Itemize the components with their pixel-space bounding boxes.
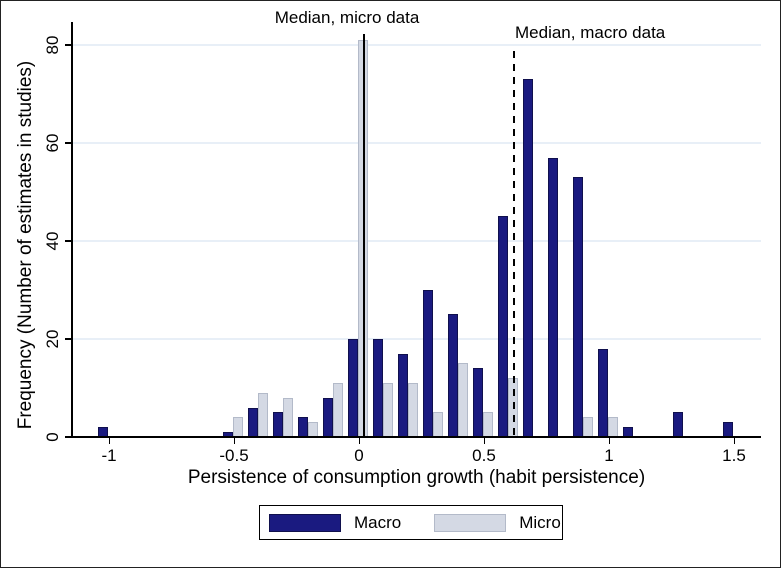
bar-macro-1.5 xyxy=(723,422,733,437)
legend-swatch-macro xyxy=(269,513,341,532)
legend: Macro Micro xyxy=(259,505,563,540)
bar-macro--0.2 xyxy=(298,417,308,437)
bar-micro--0.3 xyxy=(283,398,293,437)
bar-macro-0.6 xyxy=(498,216,508,437)
bar-macro--0.4 xyxy=(248,408,258,437)
x-axis-title: Persistence of consumption growth (habit… xyxy=(187,467,646,488)
bar-macro-0.8 xyxy=(548,158,558,437)
bar-macro-0.4 xyxy=(448,314,458,437)
x-axis-line xyxy=(71,436,761,438)
y-tick-20 xyxy=(65,338,71,340)
y-axis-title: Frequency (Number of estimates in studie… xyxy=(15,60,36,430)
y-axis-line xyxy=(71,22,73,438)
gridline-y-80 xyxy=(73,44,761,46)
x-tick-1.5 xyxy=(734,438,735,444)
bar-macro-0.3 xyxy=(423,290,433,437)
x-tick-label--0.5: -0.5 xyxy=(219,446,249,465)
y-tick-label-80: 80 xyxy=(43,35,62,55)
y-tick-label-60: 60 xyxy=(43,133,62,153)
gridline-y-40 xyxy=(73,240,761,242)
gridline-y-20 xyxy=(73,338,761,340)
median-micro-label: Median, micro data xyxy=(274,8,420,27)
y-tick-label-40: 40 xyxy=(43,231,62,251)
y-tick-0 xyxy=(65,436,71,438)
x-tick-label-0: 0 xyxy=(354,446,364,465)
bar-macro-0.7 xyxy=(523,79,533,437)
bar-macro--0.1 xyxy=(323,398,333,437)
legend-swatch-micro xyxy=(434,513,507,532)
median-macro-line xyxy=(513,51,515,437)
x-tick-0.5 xyxy=(484,438,485,444)
bar-micro-1 xyxy=(608,417,618,437)
bar-micro--0.2 xyxy=(308,422,318,437)
bar-micro-0.4 xyxy=(458,363,468,437)
x-tick--0.5 xyxy=(234,438,235,444)
bar-macro-1 xyxy=(598,349,608,437)
bar-micro-0.2 xyxy=(408,383,418,437)
legend-label-micro: Micro xyxy=(519,512,561,532)
legend-label-macro: Macro xyxy=(354,512,402,532)
median-micro-line xyxy=(363,34,365,437)
bar-micro-0.5 xyxy=(483,412,493,437)
bar-macro-0.2 xyxy=(398,354,408,437)
x-tick--1 xyxy=(109,438,110,444)
x-tick-label-0.5: 0.5 xyxy=(472,446,496,465)
bar-macro-0.5 xyxy=(473,368,483,437)
bar-micro-0.9 xyxy=(583,417,593,437)
bar-macro-0.9 xyxy=(573,177,583,437)
bar-macro-0 xyxy=(348,339,358,437)
y-tick-80 xyxy=(65,44,71,46)
x-tick-label-1: 1 xyxy=(604,446,614,465)
bar-macro-1.3 xyxy=(673,412,683,437)
x-tick-0 xyxy=(359,438,360,444)
bar-micro--0.4 xyxy=(258,393,268,437)
gridline-y-60 xyxy=(73,142,761,144)
bar-macro--0.3 xyxy=(273,412,283,437)
x-tick-1 xyxy=(609,438,610,444)
bar-micro-0.3 xyxy=(433,412,443,437)
y-tick-label-0: 0 xyxy=(43,432,62,442)
bar-micro-0.1 xyxy=(383,383,393,437)
y-tick-label-20: 20 xyxy=(43,329,62,349)
x-tick-label--1: -1 xyxy=(101,446,117,465)
y-tick-60 xyxy=(65,142,71,144)
bar-micro--0.1 xyxy=(333,383,343,437)
y-tick-40 xyxy=(65,240,71,242)
bar-micro--0.5 xyxy=(233,417,243,437)
x-tick-label-1.5: 1.5 xyxy=(722,446,746,465)
median-macro-label: Median, macro data xyxy=(515,23,666,42)
bar-macro-0.1 xyxy=(373,339,383,437)
